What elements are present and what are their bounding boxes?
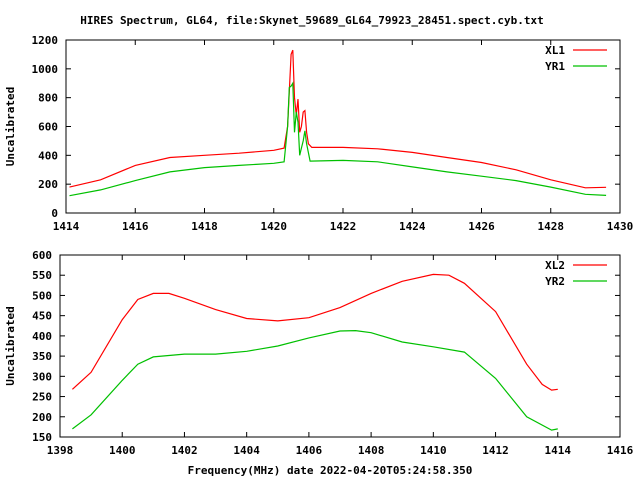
legend-label: YR2: [545, 275, 565, 288]
y-tick-label: 200: [38, 178, 58, 191]
x-tick-label: 1426: [468, 220, 495, 233]
y-tick-label: 1200: [32, 34, 59, 47]
legend-label: XL1: [545, 44, 565, 57]
y-tick-label: 350: [32, 350, 52, 363]
y-axis-label: Uncalibrated: [4, 87, 17, 166]
x-tick-label: 1422: [330, 220, 357, 233]
x-tick-label: 1402: [171, 444, 198, 457]
x-tick-label: 1408: [358, 444, 385, 457]
series-line-yr1: [69, 81, 607, 197]
x-tick-label: 1424: [399, 220, 426, 233]
plot-frame: [59, 254, 621, 438]
chart-title: HIRES Spectrum, GL64, file:Skynet_59689_…: [80, 14, 544, 27]
y-tick-label: 400: [38, 149, 58, 162]
x-tick-label: 1414: [53, 220, 80, 233]
x-tick-label: 1420: [261, 220, 288, 233]
y-tick-label: 600: [38, 121, 58, 134]
x-tick-label: 1430: [607, 220, 634, 233]
y-tick-label: 600: [32, 249, 52, 262]
x-tick-label: 1416: [607, 444, 634, 457]
y-tick-label: 200: [32, 411, 52, 424]
x-tick-label: 1414: [545, 444, 572, 457]
x-tick-label: 1404: [233, 444, 260, 457]
x-tick-label: 1406: [296, 444, 323, 457]
x-tick-label: 1410: [420, 444, 447, 457]
y-tick-label: 250: [32, 391, 52, 404]
y-tick-label: 450: [32, 310, 52, 323]
series-line-xl2: [71, 273, 558, 391]
y-tick-label: 550: [32, 269, 52, 282]
y-tick-label: 400: [32, 330, 52, 343]
x-tick-label: 1416: [122, 220, 149, 233]
legend-label: YR1: [545, 60, 565, 73]
series-line-yr2: [72, 329, 558, 431]
bottom-plot: 1398 1400 1402 1404 1406 1408 1410 1412 1414 1416…: [4, 249, 634, 477]
x-tick-label: 1418: [191, 220, 218, 233]
y-tick-label: 0: [51, 207, 58, 220]
y-axis-label: Uncalibrated: [4, 306, 17, 385]
x-tick-label: 1412: [482, 444, 509, 457]
y-tick-label: 1000: [32, 63, 59, 76]
x-axis-label: Frequency(MHz) date 2022-04-20T05:24:58.…: [188, 464, 473, 477]
plot-frame: [65, 39, 621, 214]
y-tick-label: 500: [32, 289, 52, 302]
x-tick-label: 1428: [538, 220, 565, 233]
y-tick-label: 150: [32, 431, 52, 444]
y-tick-label: 800: [38, 92, 58, 105]
x-tick-label: 1400: [109, 444, 136, 457]
legend-label: XL2: [545, 259, 565, 272]
x-tick-label: 1398: [47, 444, 74, 457]
top-plot: 1414 1416 1418 1420 1422 1424 1426 1428 1430 0 200…: [4, 34, 633, 233]
y-tick-label: 300: [32, 370, 52, 383]
series-line-xl1: [69, 49, 607, 189]
